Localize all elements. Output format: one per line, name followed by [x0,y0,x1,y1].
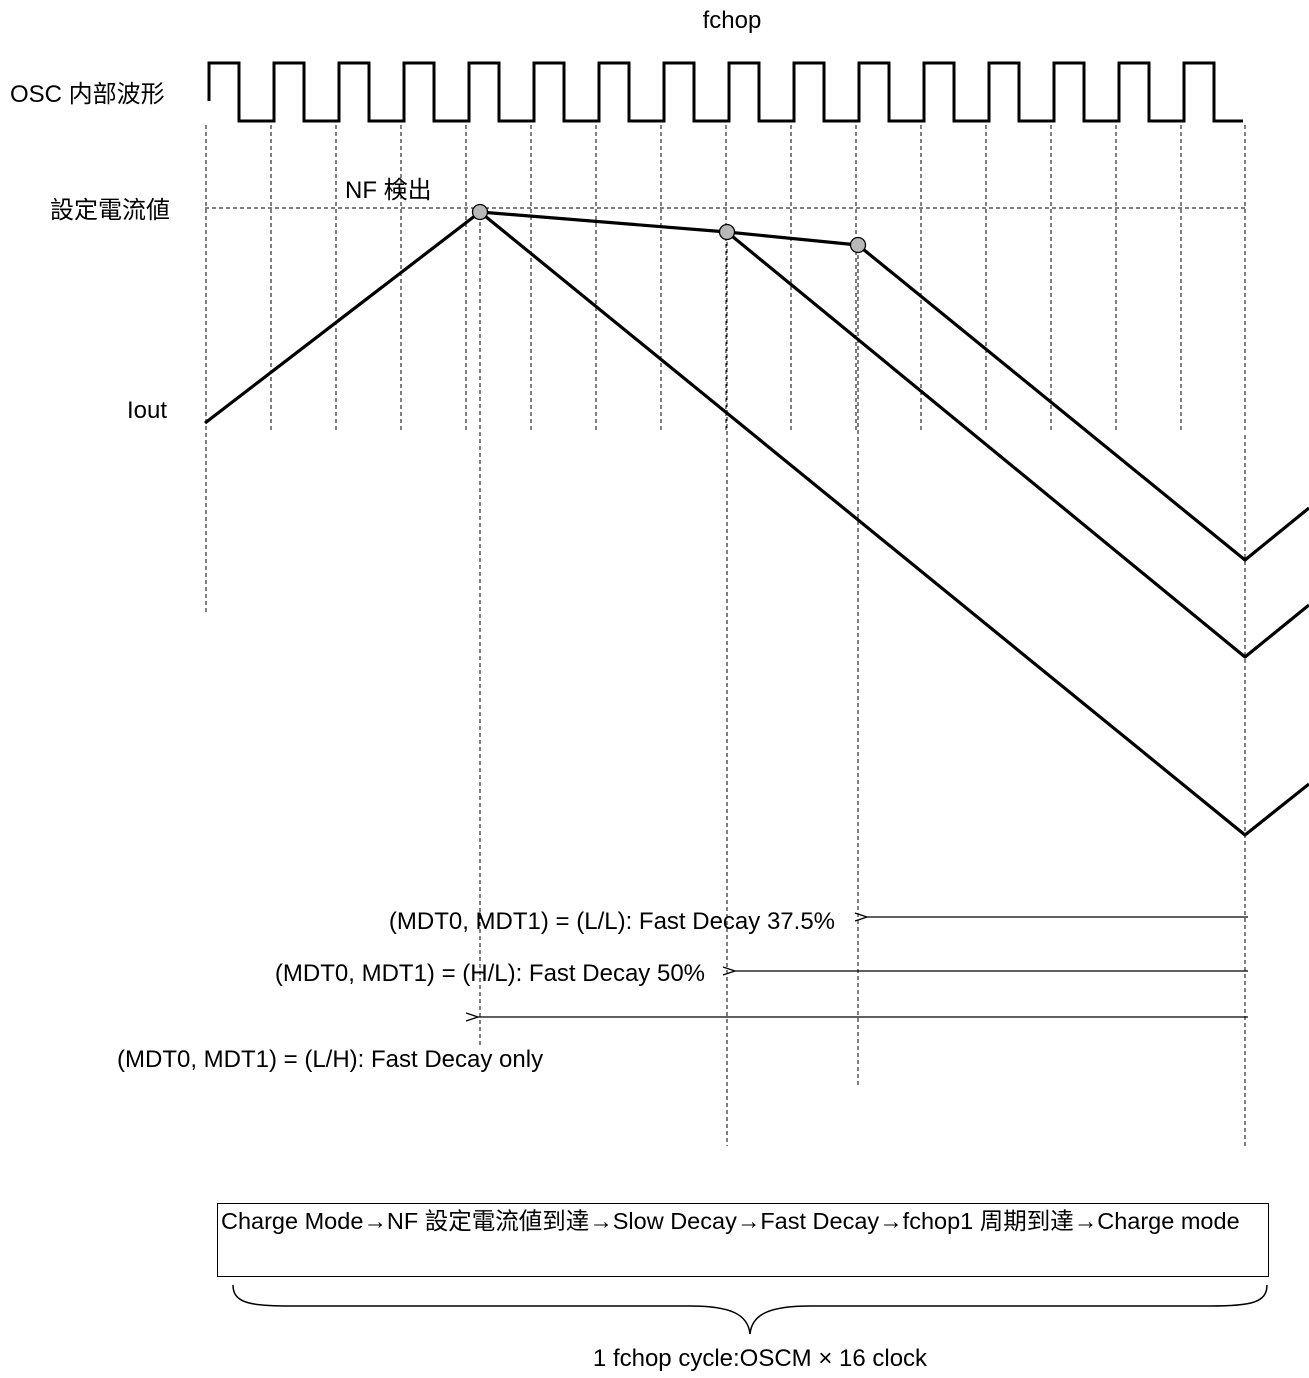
set-current-label: 設定電流値 [50,197,170,224]
fchop-label: fchop [703,7,762,34]
osc-label: OSC 内部波形 [10,81,165,108]
nf-detect-label: NF 検出 [345,177,432,204]
osc-waveform [207,61,1243,123]
cycle-label: 1 fchop cycle:OSCM × 16 clock [593,1345,928,1372]
iout-fast-decay-50 [725,230,1309,659]
cycle-brace [232,1284,1268,1335]
iout-fast-decay-37-5 [856,243,1309,562]
nf-detect-point [471,203,489,221]
iout-slow-decay [479,210,859,247]
iout-charge-ramp [204,210,481,425]
clock-gridlines [205,125,1246,1146]
mode-label-ll: (MDT0, MDT1) = (L/L): Fast Decay 37.5% [389,908,835,935]
mode-label-hl: (MDT0, MDT1) = (H/L): Fast Decay 50% [275,960,705,987]
iout-waveforms [204,210,1309,837]
sequence-note: Charge Mode→NF 設定電流値到達→Slow Decay→Fast D… [217,1203,1269,1277]
switch-point-37-5 [849,236,867,254]
iout-label: Iout [127,397,167,424]
switch-point-50 [718,223,736,241]
mode-label-lh: (MDT0, MDT1) = (L/H): Fast Decay only [117,1046,543,1073]
iout-fast-decay-only [478,210,1309,837]
